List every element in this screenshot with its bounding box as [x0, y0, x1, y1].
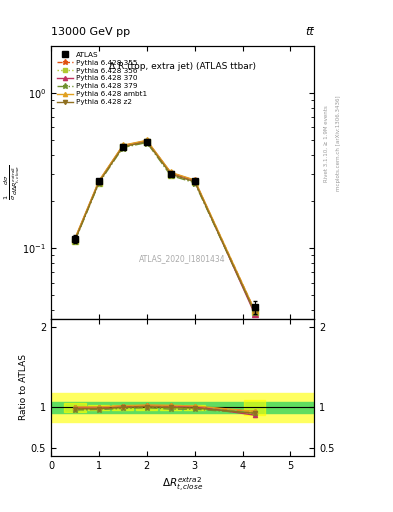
X-axis label: $\Delta R_{t,close}^{extra2}$: $\Delta R_{t,close}^{extra2}$: [162, 476, 203, 494]
Text: Δ R (top, extra jet) (ATLAS ttbar): Δ R (top, extra jet) (ATLAS ttbar): [109, 62, 256, 72]
Bar: [51, 393, 314, 422]
Legend: ATLAS, Pythia 6.428 355, Pythia 6.428 356, Pythia 6.428 370, Pythia 6.428 379, P: ATLAS, Pythia 6.428 355, Pythia 6.428 35…: [55, 50, 149, 107]
Text: 13000 GeV pp: 13000 GeV pp: [51, 27, 130, 37]
Text: Rivet 3.1.10, ≥ 1.9M events: Rivet 3.1.10, ≥ 1.9M events: [324, 105, 329, 182]
Text: mcplots.cern.ch [arXiv:1306.3436]: mcplots.cern.ch [arXiv:1306.3436]: [336, 96, 341, 191]
Bar: [51, 402, 314, 413]
Y-axis label: $\frac{1}{\sigma}\frac{d\sigma}{d\Delta R_{t,close}^{extra2}}$: $\frac{1}{\sigma}\frac{d\sigma}{d\Delta …: [2, 165, 21, 200]
Text: ATLAS_2020_I1801434: ATLAS_2020_I1801434: [140, 254, 226, 264]
Y-axis label: Ratio to ATLAS: Ratio to ATLAS: [19, 354, 28, 420]
Text: tt̅: tt̅: [306, 27, 314, 37]
